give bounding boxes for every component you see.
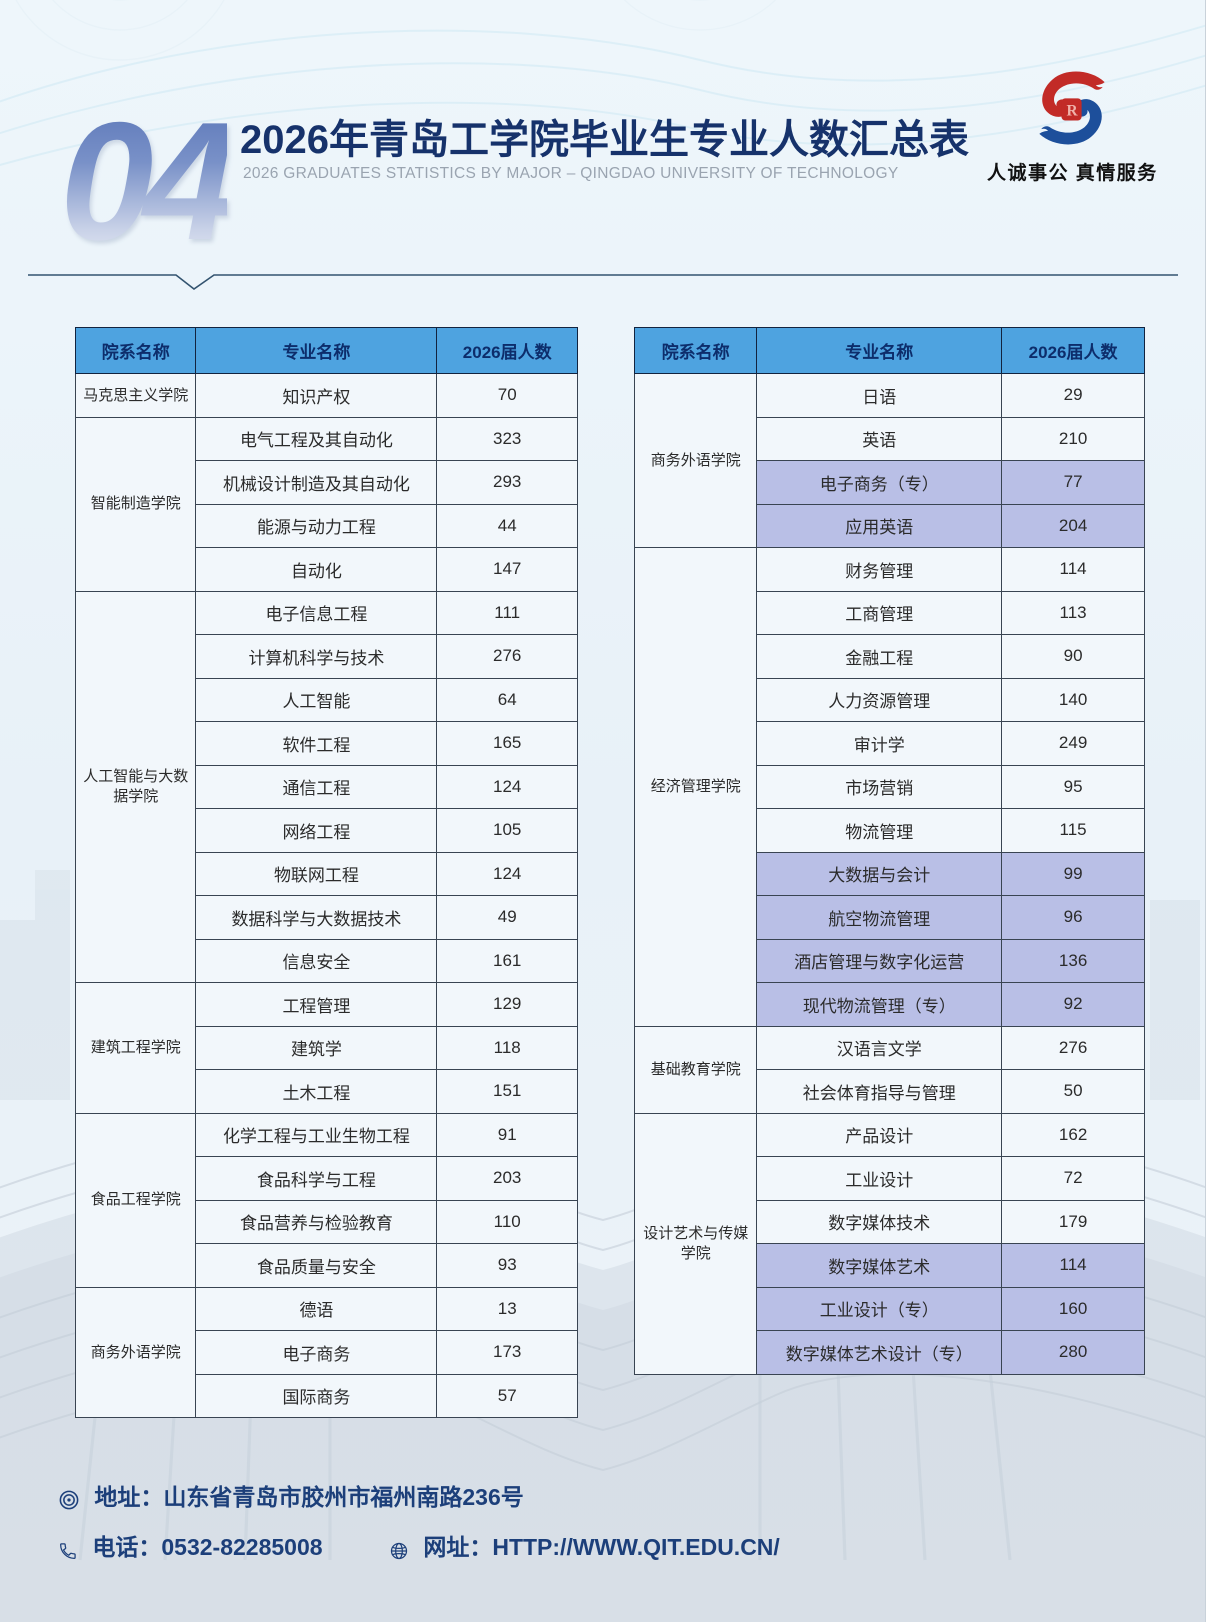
svg-text:R: R [1066,103,1078,120]
